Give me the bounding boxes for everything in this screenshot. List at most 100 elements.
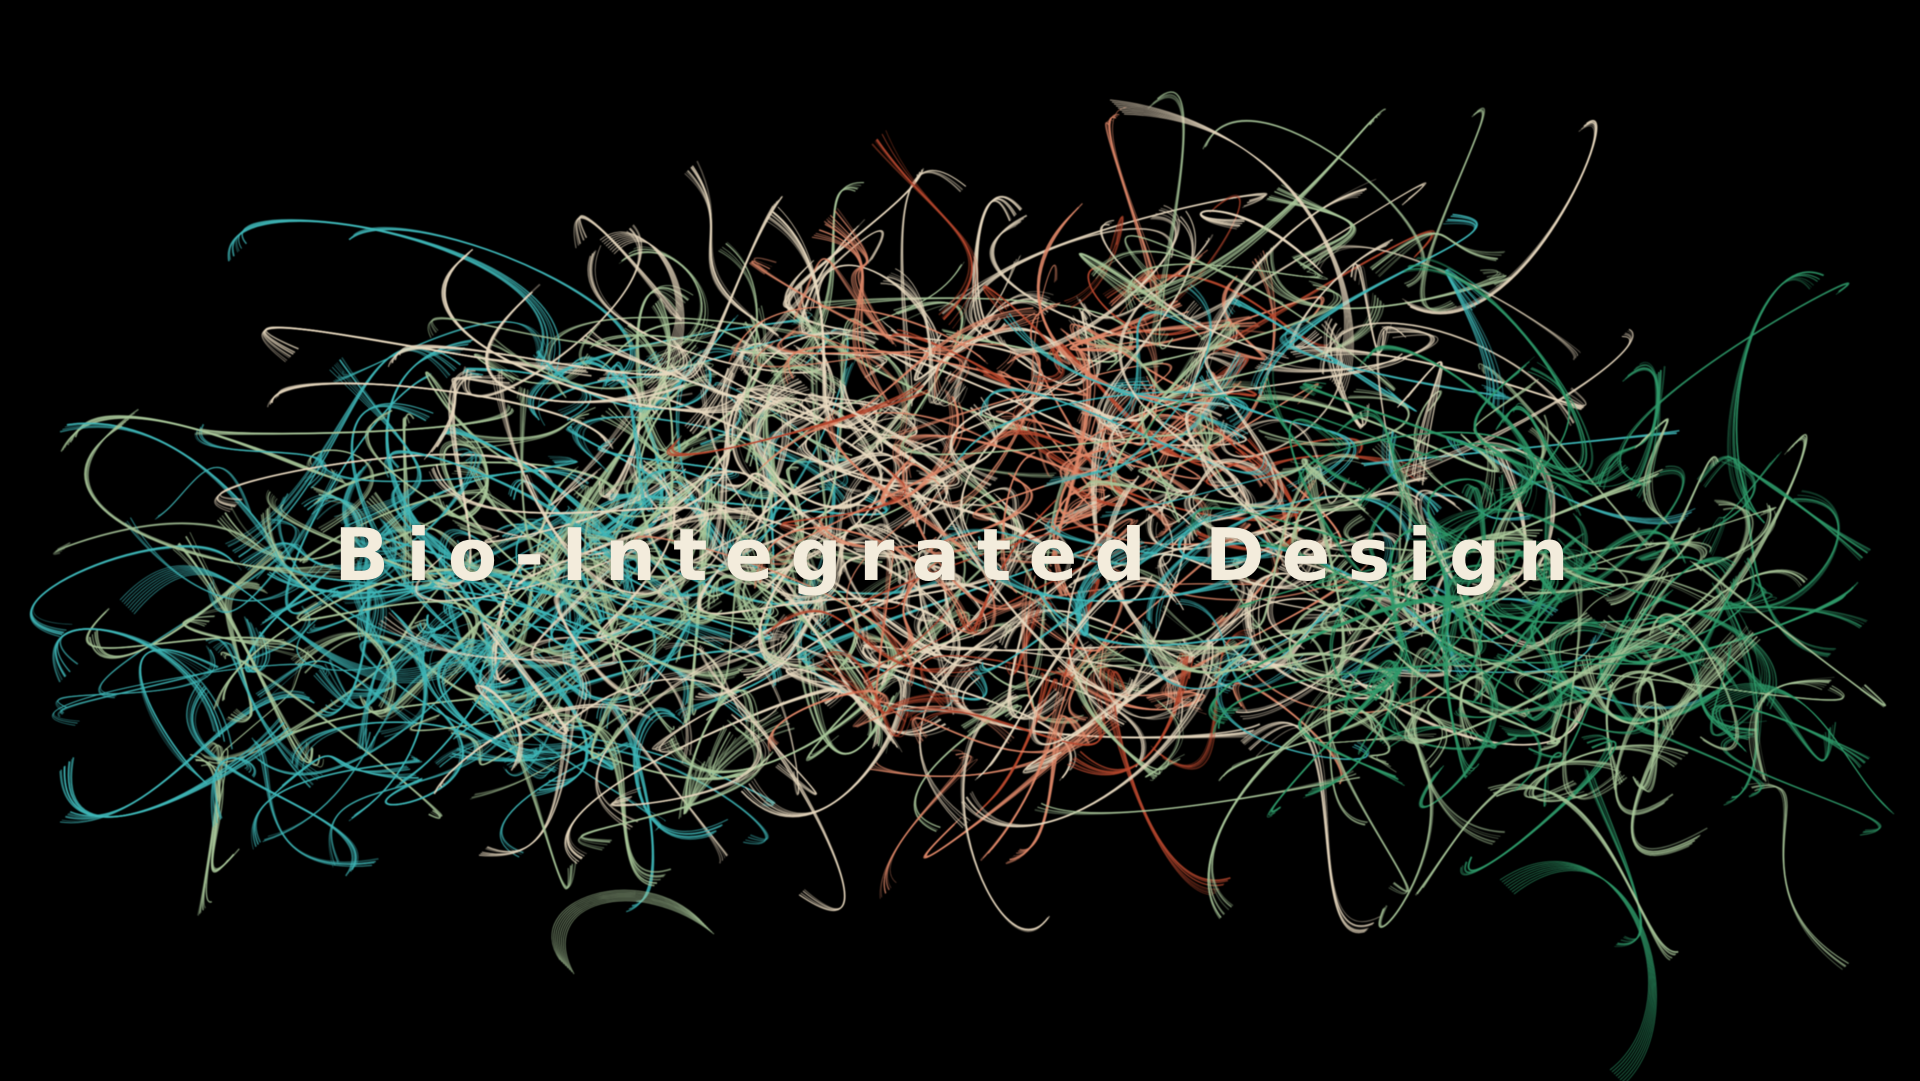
strand xyxy=(310,449,374,533)
strand xyxy=(840,338,907,447)
strand xyxy=(584,481,682,619)
strand xyxy=(677,350,757,501)
strand xyxy=(487,283,693,404)
strand xyxy=(552,563,744,676)
strand xyxy=(636,712,723,835)
wisp-strand xyxy=(1713,691,1895,815)
strand xyxy=(694,384,807,572)
strand xyxy=(740,230,883,372)
strand xyxy=(203,746,224,909)
strand xyxy=(350,405,453,632)
strand xyxy=(140,648,219,785)
strand xyxy=(568,689,843,857)
strand xyxy=(53,663,328,724)
strand xyxy=(771,609,978,674)
strand xyxy=(974,577,1267,627)
strand xyxy=(364,448,473,555)
strand xyxy=(436,377,516,448)
wisp-strand xyxy=(1509,867,1655,1081)
strand xyxy=(281,692,512,737)
strand xyxy=(676,471,859,538)
strand xyxy=(896,329,1011,385)
strand xyxy=(760,388,885,507)
strand xyxy=(937,320,1043,392)
strand xyxy=(440,376,483,584)
strand xyxy=(488,625,568,733)
strand xyxy=(69,696,315,817)
strand xyxy=(465,227,641,397)
strand xyxy=(265,326,592,377)
strand xyxy=(389,450,635,610)
strand xyxy=(772,211,886,428)
strand xyxy=(766,411,998,463)
strand xyxy=(485,486,592,631)
strand xyxy=(875,139,973,320)
strand xyxy=(715,382,848,489)
strand xyxy=(363,559,601,666)
strand xyxy=(198,407,513,435)
strand xyxy=(718,250,794,417)
strand xyxy=(596,638,779,823)
strand xyxy=(57,649,216,709)
strand xyxy=(502,656,589,782)
strand xyxy=(638,500,779,620)
strand xyxy=(1019,718,1091,851)
strand xyxy=(1467,740,1616,872)
strand xyxy=(302,721,481,774)
strand xyxy=(74,415,349,486)
strand xyxy=(988,465,1074,689)
strand xyxy=(491,706,577,888)
strand xyxy=(199,409,514,434)
strand xyxy=(1404,330,1633,476)
hero-title: Bio-Integrated Design xyxy=(334,513,1586,597)
strand xyxy=(792,257,888,340)
strand xyxy=(208,639,314,785)
strand xyxy=(251,737,373,867)
strand xyxy=(466,413,590,443)
strand xyxy=(1207,707,1374,919)
strand xyxy=(551,396,648,506)
strand xyxy=(759,526,835,663)
strand xyxy=(1065,216,1123,304)
strand xyxy=(718,433,812,597)
strand xyxy=(869,523,955,715)
strand xyxy=(668,630,788,684)
strand xyxy=(875,723,1120,777)
strand xyxy=(1720,730,1880,836)
strand xyxy=(365,638,431,753)
strand xyxy=(955,293,1051,403)
strand xyxy=(459,729,598,760)
strand xyxy=(31,546,235,632)
strand xyxy=(720,248,795,417)
strand xyxy=(329,369,418,518)
strand xyxy=(1592,376,1657,480)
strand xyxy=(780,324,970,389)
wisp-strand xyxy=(1501,862,1651,1073)
strand xyxy=(1034,770,1354,815)
strand xyxy=(481,709,570,855)
strand xyxy=(1108,117,1158,309)
strand xyxy=(628,249,706,367)
strand xyxy=(1750,784,1846,968)
strand xyxy=(759,527,838,660)
strand xyxy=(217,643,323,776)
strand xyxy=(385,707,465,806)
wisp-strand xyxy=(557,894,707,967)
strand xyxy=(195,759,235,871)
strand xyxy=(702,648,818,795)
strand xyxy=(315,634,427,709)
strand xyxy=(360,509,584,614)
strand xyxy=(580,322,714,372)
strand xyxy=(505,677,561,777)
strand xyxy=(905,464,1028,607)
strand xyxy=(178,542,314,764)
strand xyxy=(734,696,846,910)
strand xyxy=(901,170,964,403)
strand xyxy=(442,423,489,519)
strand xyxy=(486,714,575,853)
strand xyxy=(196,405,511,435)
strand xyxy=(902,169,967,407)
strand xyxy=(257,608,509,776)
strand xyxy=(727,472,805,519)
